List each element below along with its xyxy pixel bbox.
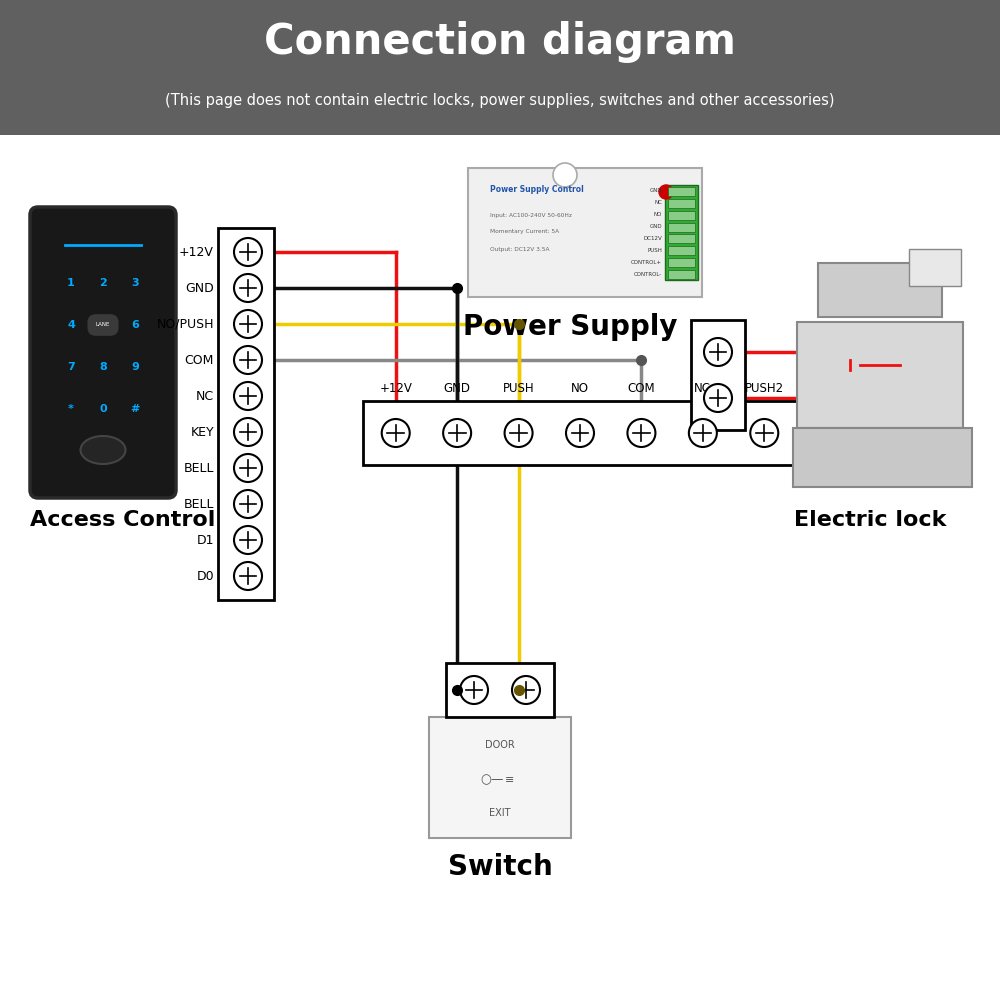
Circle shape bbox=[704, 338, 732, 366]
Text: Input: AC100-240V 50-60Hz: Input: AC100-240V 50-60Hz bbox=[490, 213, 572, 218]
FancyBboxPatch shape bbox=[909, 249, 961, 286]
FancyBboxPatch shape bbox=[668, 234, 695, 243]
Text: CONTROL+: CONTROL+ bbox=[631, 260, 662, 265]
Text: Momentary Current: 5A: Momentary Current: 5A bbox=[490, 230, 559, 234]
Circle shape bbox=[234, 562, 262, 590]
Circle shape bbox=[512, 676, 540, 704]
FancyBboxPatch shape bbox=[363, 401, 797, 465]
Text: 4: 4 bbox=[67, 320, 75, 330]
Text: NO/PUSH: NO/PUSH bbox=[156, 318, 214, 330]
Text: DC12V: DC12V bbox=[643, 236, 662, 241]
Text: 8: 8 bbox=[99, 362, 107, 372]
Circle shape bbox=[382, 419, 410, 447]
Circle shape bbox=[566, 419, 594, 447]
Circle shape bbox=[234, 490, 262, 518]
FancyBboxPatch shape bbox=[668, 211, 695, 220]
Text: GND: GND bbox=[444, 382, 471, 395]
FancyBboxPatch shape bbox=[446, 663, 554, 717]
Circle shape bbox=[234, 454, 262, 482]
Text: 7: 7 bbox=[67, 362, 75, 372]
Text: D1: D1 bbox=[196, 534, 214, 546]
Circle shape bbox=[234, 526, 262, 554]
FancyBboxPatch shape bbox=[0, 0, 1000, 135]
Text: *: * bbox=[68, 404, 74, 414]
FancyBboxPatch shape bbox=[797, 322, 963, 428]
Text: Power Supply Control: Power Supply Control bbox=[490, 186, 584, 194]
Circle shape bbox=[234, 346, 262, 374]
FancyBboxPatch shape bbox=[218, 228, 274, 600]
Text: GND: GND bbox=[649, 188, 662, 193]
Text: COM: COM bbox=[185, 354, 214, 366]
Text: PUSH: PUSH bbox=[503, 382, 534, 395]
Circle shape bbox=[234, 382, 262, 410]
Circle shape bbox=[234, 274, 262, 302]
Text: NC: NC bbox=[196, 389, 214, 402]
FancyBboxPatch shape bbox=[818, 263, 942, 317]
Text: GND: GND bbox=[185, 282, 214, 294]
Circle shape bbox=[627, 419, 655, 447]
Circle shape bbox=[750, 419, 778, 447]
Text: KEY: KEY bbox=[190, 426, 214, 438]
Circle shape bbox=[505, 419, 533, 447]
Text: EXIT: EXIT bbox=[489, 808, 511, 818]
Text: 1: 1 bbox=[67, 278, 75, 288]
Text: 9: 9 bbox=[131, 362, 139, 372]
FancyBboxPatch shape bbox=[668, 223, 695, 232]
Text: NO: NO bbox=[571, 382, 589, 395]
Text: ≡: ≡ bbox=[505, 774, 515, 784]
Circle shape bbox=[443, 419, 471, 447]
Circle shape bbox=[234, 310, 262, 338]
Circle shape bbox=[704, 384, 732, 412]
Text: PUSH2: PUSH2 bbox=[745, 382, 784, 395]
Text: Access Control: Access Control bbox=[30, 510, 215, 530]
Text: Connection diagram: Connection diagram bbox=[264, 21, 736, 63]
Text: 5: 5 bbox=[99, 320, 107, 330]
Text: 2: 2 bbox=[99, 278, 107, 288]
Text: (This page does not contain electric locks, power supplies, switches and other a: (This page does not contain electric loc… bbox=[165, 93, 835, 107]
Text: NC: NC bbox=[694, 382, 711, 395]
FancyBboxPatch shape bbox=[30, 207, 176, 498]
Text: LANE: LANE bbox=[96, 322, 110, 328]
Text: CONTROL-: CONTROL- bbox=[634, 272, 662, 277]
Text: +12V: +12V bbox=[379, 382, 412, 395]
FancyBboxPatch shape bbox=[668, 187, 695, 196]
FancyBboxPatch shape bbox=[793, 428, 972, 487]
FancyBboxPatch shape bbox=[468, 168, 702, 297]
FancyBboxPatch shape bbox=[668, 258, 695, 267]
Circle shape bbox=[553, 163, 577, 187]
Text: D0: D0 bbox=[196, 570, 214, 582]
Circle shape bbox=[659, 185, 673, 199]
Text: 0: 0 bbox=[99, 404, 107, 414]
Text: Switch: Switch bbox=[448, 853, 552, 881]
Circle shape bbox=[234, 238, 262, 266]
FancyBboxPatch shape bbox=[668, 199, 695, 208]
Text: +12V: +12V bbox=[179, 245, 214, 258]
FancyBboxPatch shape bbox=[691, 320, 745, 430]
FancyBboxPatch shape bbox=[429, 717, 571, 838]
Text: BELL: BELL bbox=[184, 497, 214, 510]
Text: Power Supply: Power Supply bbox=[463, 313, 677, 341]
FancyBboxPatch shape bbox=[668, 270, 695, 279]
Text: 3: 3 bbox=[131, 278, 139, 288]
FancyBboxPatch shape bbox=[665, 185, 698, 280]
Text: #: # bbox=[130, 404, 140, 414]
Text: BELL: BELL bbox=[184, 462, 214, 475]
Text: PUSH: PUSH bbox=[647, 248, 662, 253]
Text: DOOR: DOOR bbox=[485, 740, 515, 750]
Text: ○—: ○— bbox=[480, 773, 504, 786]
Text: Output: DC12V 3.5A: Output: DC12V 3.5A bbox=[490, 246, 550, 251]
Text: Electric lock: Electric lock bbox=[794, 510, 946, 530]
Ellipse shape bbox=[80, 436, 126, 464]
Text: GND: GND bbox=[649, 224, 662, 229]
Circle shape bbox=[234, 418, 262, 446]
Circle shape bbox=[460, 676, 488, 704]
Text: COM: COM bbox=[628, 382, 655, 395]
Circle shape bbox=[689, 419, 717, 447]
Text: NO: NO bbox=[654, 212, 662, 217]
Text: NC: NC bbox=[654, 200, 662, 205]
FancyBboxPatch shape bbox=[668, 246, 695, 255]
Text: 6: 6 bbox=[131, 320, 139, 330]
